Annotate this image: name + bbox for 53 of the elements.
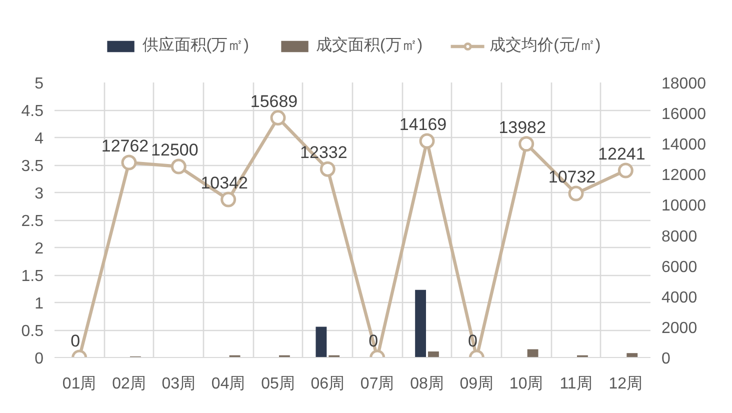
x-tick-label: 11周 — [560, 376, 592, 392]
y2-tick-label: 16000 — [662, 106, 706, 124]
y2-tick-label: 0 — [662, 350, 670, 368]
x-tick-label: 06周 — [310, 376, 345, 392]
x-tick-label: 03周 — [162, 376, 196, 392]
bar — [527, 349, 538, 358]
legend-label: 成交均价(元/㎡) — [490, 36, 601, 56]
bar — [316, 326, 327, 358]
data-label: 13982 — [498, 118, 546, 137]
x-tick-label: 04周 — [211, 376, 246, 392]
y-tick-label: 4 — [34, 130, 44, 148]
y-tick-label: 4.5 — [21, 103, 44, 120]
data-label: 0 — [368, 332, 378, 350]
y-tick-label: 3 — [34, 186, 44, 202]
y-tick-label: 1.5 — [21, 268, 44, 285]
x-tick-label: 10周 — [509, 376, 544, 392]
bar — [626, 353, 638, 358]
data-label: 0 — [468, 332, 478, 350]
x-tick-label: 01周 — [62, 376, 96, 392]
y2-tick-label: 12000 — [662, 167, 706, 184]
x-tick-label: 09周 — [460, 376, 494, 392]
bar — [428, 351, 439, 358]
y-tick-label: 3.5 — [21, 158, 44, 175]
data-label: 12500 — [151, 140, 198, 160]
y2-tick-label: 8000 — [662, 228, 698, 246]
x-tick-label: 05周 — [261, 376, 295, 392]
y2-tick-label: 18000 — [662, 76, 706, 92]
legend-label: 成交面积(万㎡) — [316, 36, 423, 56]
data-label: 10342 — [200, 173, 248, 192]
y-tick-label: 2 — [34, 240, 44, 258]
y-tick-label: 0 — [34, 350, 44, 368]
y2-tick-label: 10000 — [662, 198, 706, 215]
x-tick-label: 02周 — [112, 376, 146, 392]
data-label: 12332 — [300, 143, 348, 162]
bar — [415, 290, 426, 358]
data-label: 15689 — [250, 92, 298, 111]
legend-label: 供应面积(万㎡) — [142, 36, 249, 56]
y2-tick-label: 6000 — [662, 258, 698, 276]
x-tick-label: 08周 — [410, 376, 444, 392]
y-tick-label: 5 — [34, 76, 44, 92]
data-label: 14169 — [399, 115, 447, 134]
y2-tick-label: 2000 — [662, 320, 698, 337]
x-tick-label: 07周 — [360, 376, 394, 392]
y2-tick-label: 4000 — [662, 289, 698, 306]
data-label: 12762 — [101, 136, 149, 156]
data-label: 10732 — [548, 168, 596, 187]
y-tick-label: 2.5 — [21, 213, 44, 230]
data-label: 0 — [70, 332, 80, 350]
data-label: 12241 — [598, 144, 646, 164]
y-tick-label: 1 — [34, 296, 44, 312]
y-tick-label: 0.5 — [21, 323, 44, 340]
y2-tick-label: 14000 — [662, 136, 706, 154]
x-tick-label: 12周 — [608, 376, 643, 392]
